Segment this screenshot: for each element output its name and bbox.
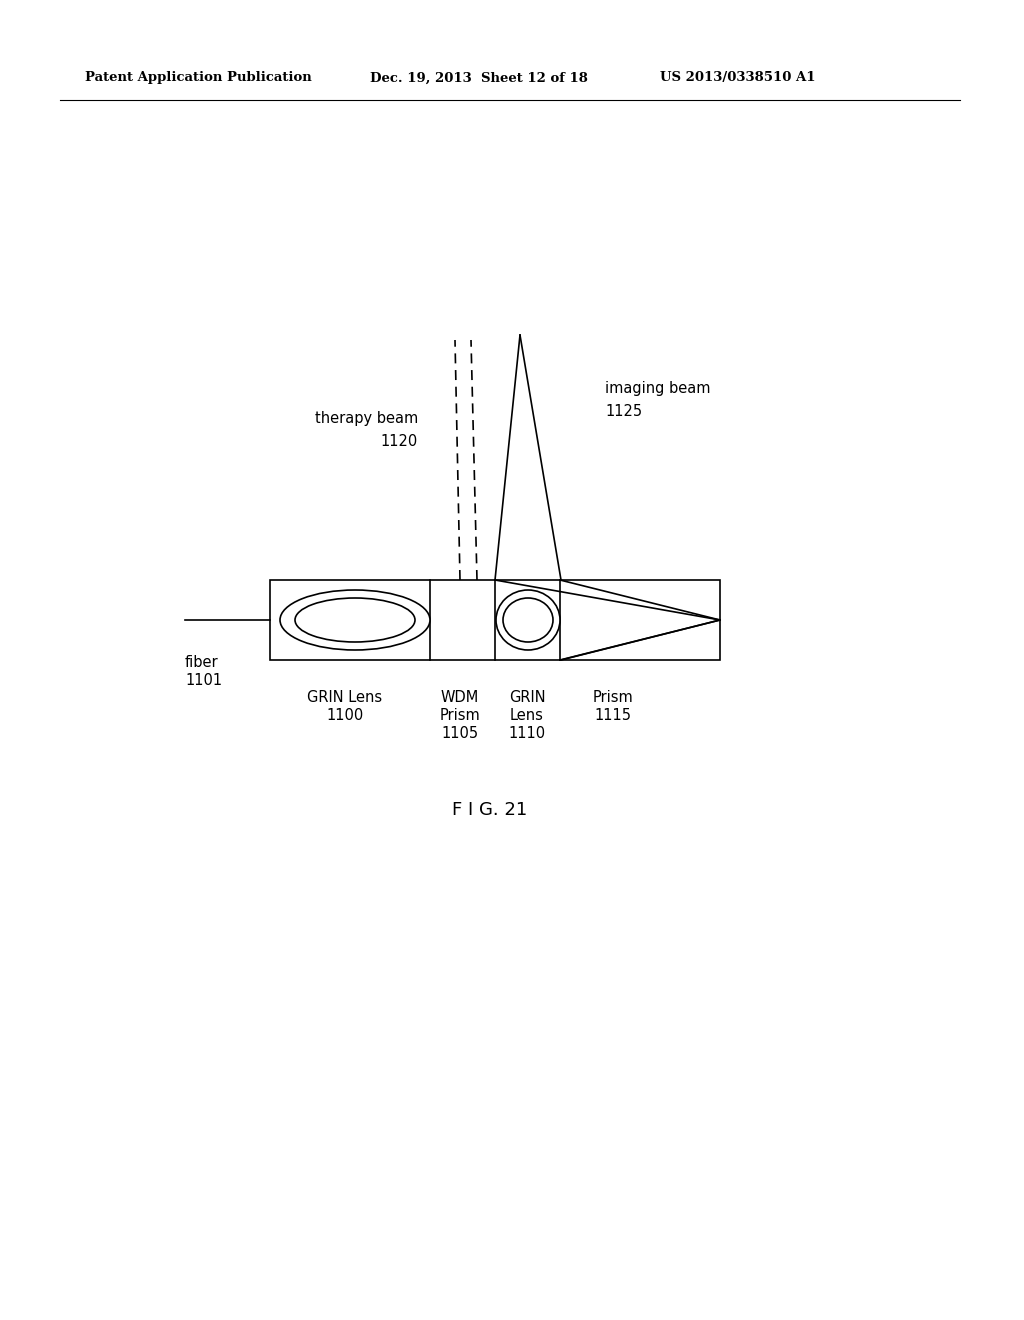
Text: 1110: 1110 xyxy=(509,726,546,741)
Text: 1105: 1105 xyxy=(441,726,478,741)
Ellipse shape xyxy=(496,590,560,649)
Text: GRIN Lens: GRIN Lens xyxy=(307,690,383,705)
Text: therapy beam: therapy beam xyxy=(314,411,418,425)
Text: imaging beam: imaging beam xyxy=(605,380,711,396)
Text: Lens: Lens xyxy=(510,708,544,723)
Text: US 2013/0338510 A1: US 2013/0338510 A1 xyxy=(660,71,815,84)
Bar xyxy=(270,579,720,660)
Text: Patent Application Publication: Patent Application Publication xyxy=(85,71,311,84)
Text: 1120: 1120 xyxy=(381,434,418,450)
Text: 1125: 1125 xyxy=(605,404,642,420)
Text: fiber: fiber xyxy=(185,655,219,671)
Text: 1100: 1100 xyxy=(327,708,364,723)
Text: 1115: 1115 xyxy=(595,708,632,723)
Ellipse shape xyxy=(280,590,430,649)
Text: WDM: WDM xyxy=(441,690,479,705)
Text: F I G. 21: F I G. 21 xyxy=(453,801,527,818)
Text: GRIN: GRIN xyxy=(509,690,546,705)
Text: 1101: 1101 xyxy=(185,673,222,688)
Text: Prism: Prism xyxy=(593,690,634,705)
Text: Dec. 19, 2013  Sheet 12 of 18: Dec. 19, 2013 Sheet 12 of 18 xyxy=(370,71,588,84)
Text: Prism: Prism xyxy=(439,708,480,723)
